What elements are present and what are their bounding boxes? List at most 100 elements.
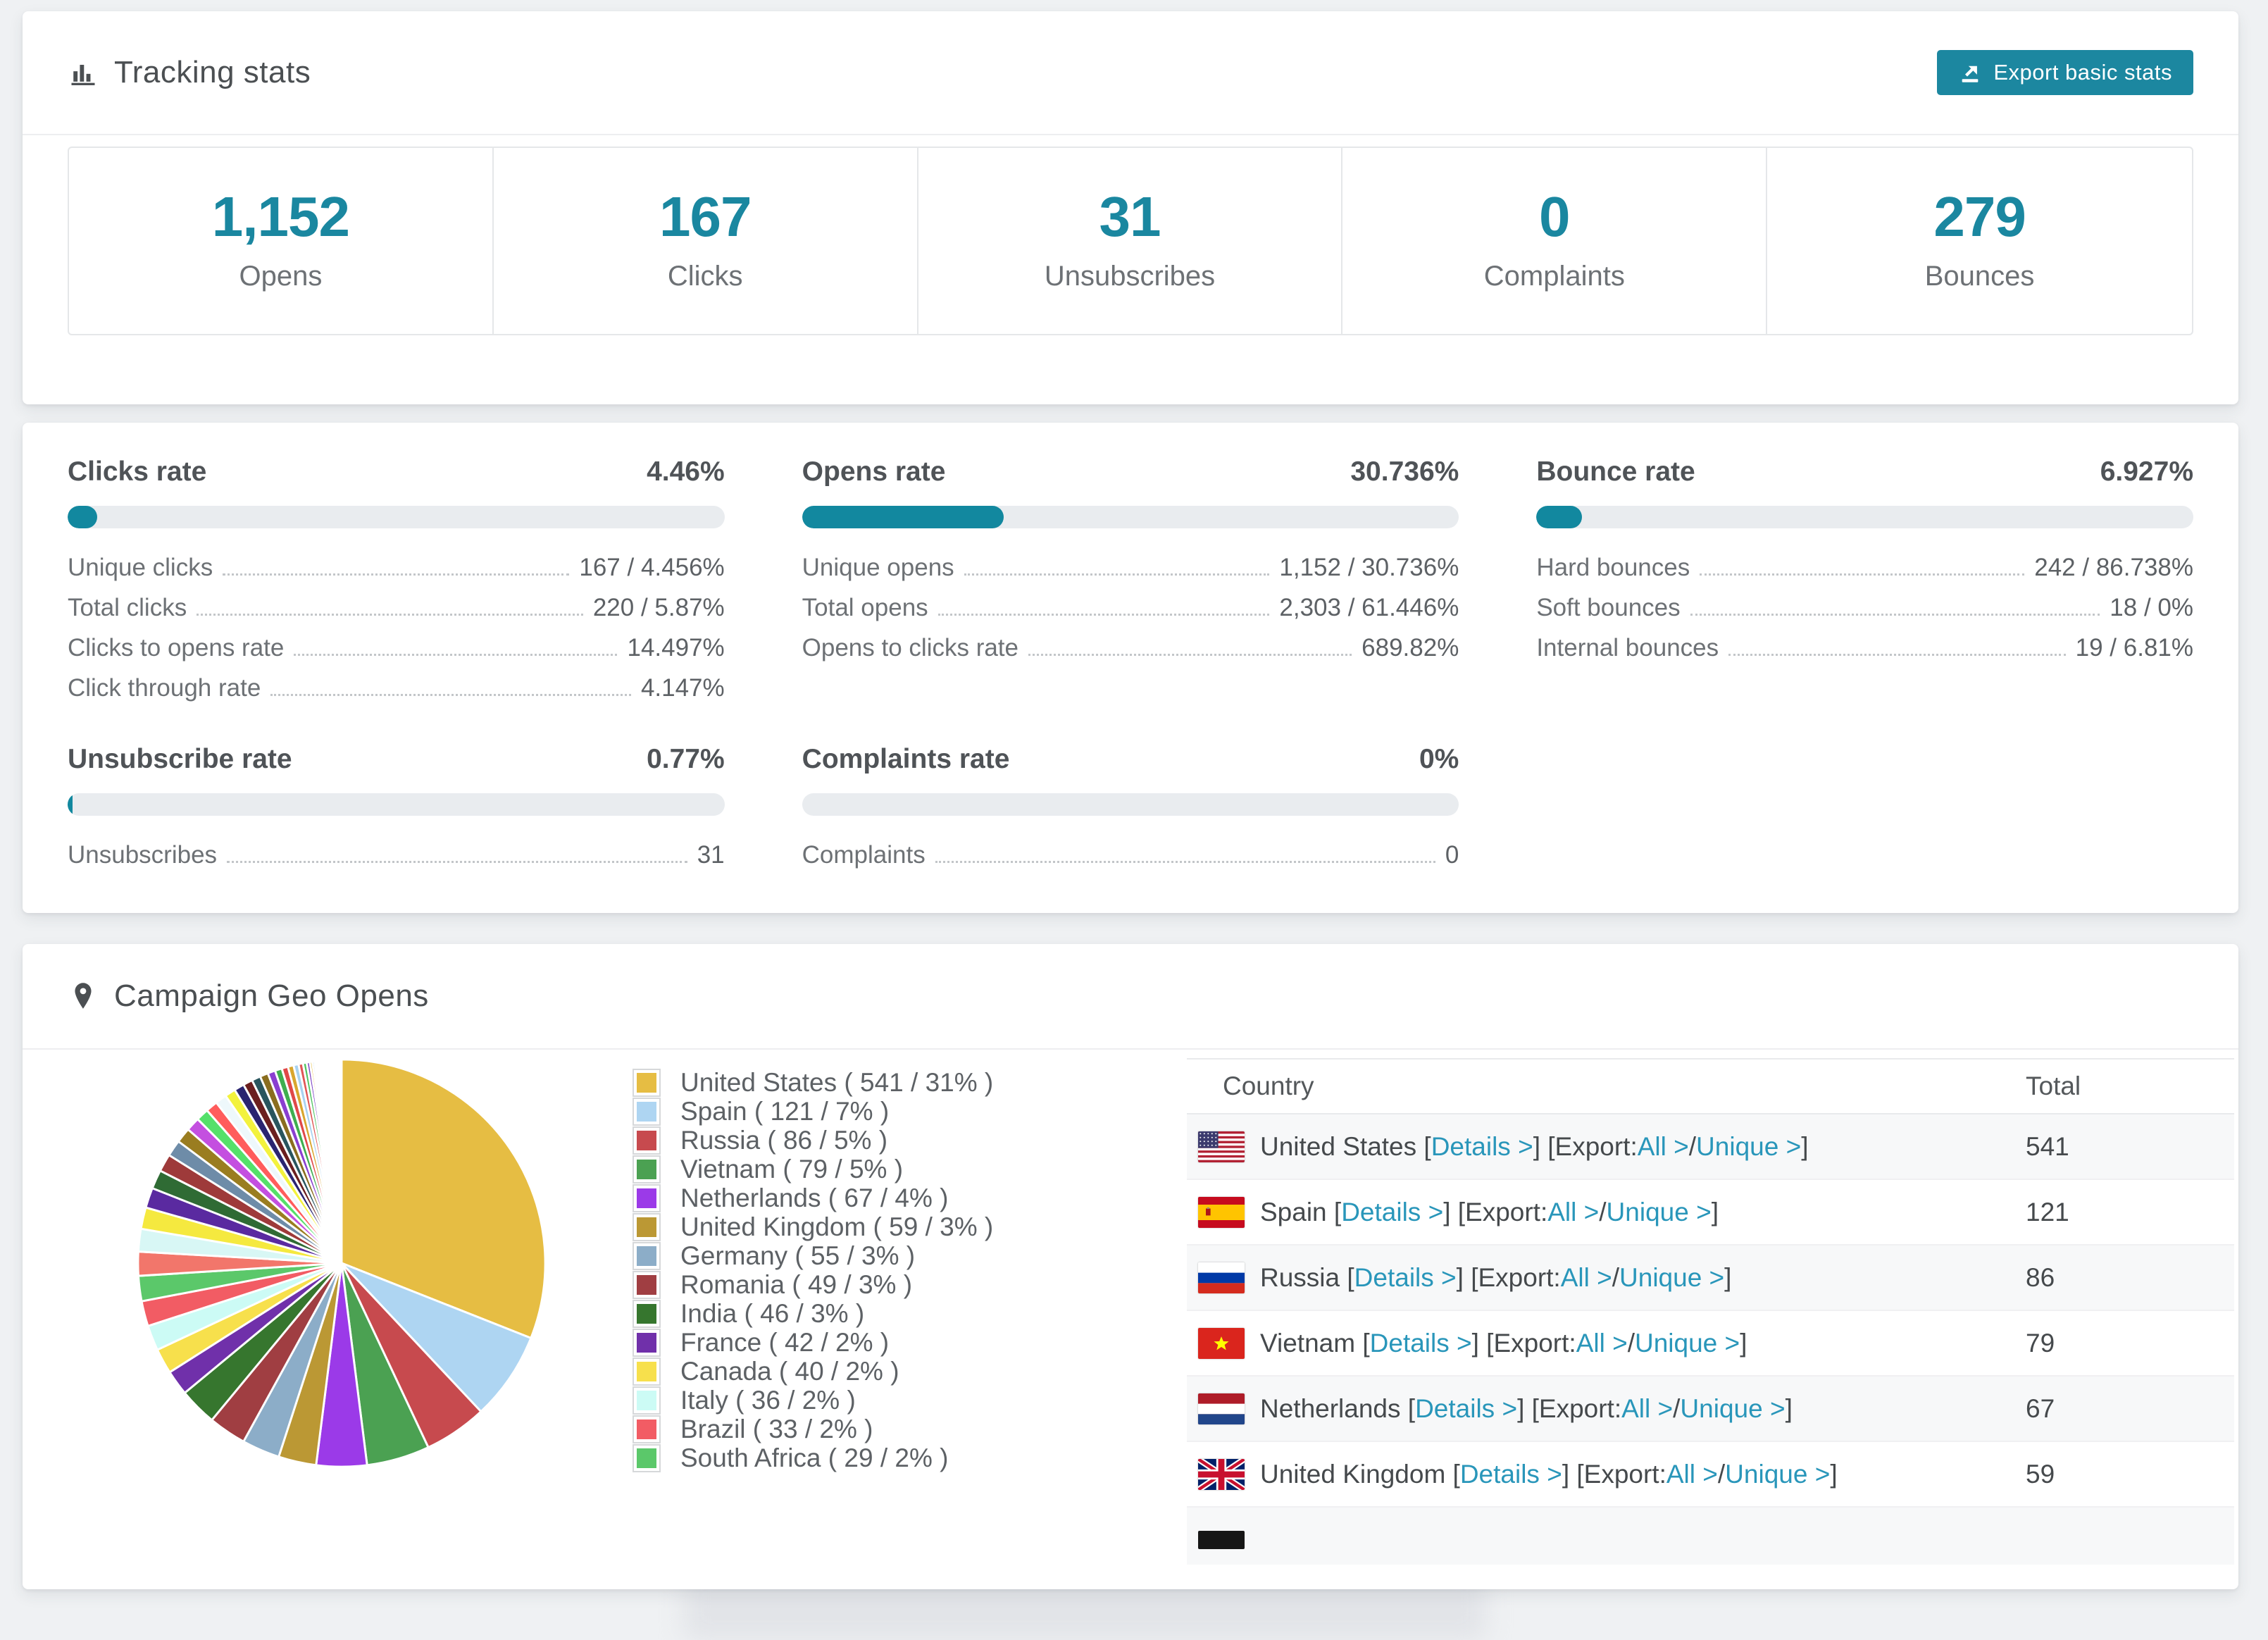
- details-link[interactable]: Details >: [1341, 1197, 1444, 1226]
- legend-color-chip: [633, 1241, 661, 1270]
- dotted-leader: [937, 614, 1270, 616]
- export-unique-link[interactable]: Unique >: [1696, 1131, 1802, 1161]
- country-cell: Vietnam [Details >] [Export: All > / Uni…: [1187, 1327, 2026, 1359]
- country-name: Spain: [1260, 1197, 1327, 1226]
- rate-value: 6.927%: [2100, 456, 2193, 487]
- country-cell: [1187, 1530, 2026, 1549]
- rate-row-value: 0: [1445, 841, 1459, 869]
- legend-color-chip: [633, 1184, 661, 1212]
- legend-color-chip: [633, 1386, 661, 1415]
- rate-row-label: Click through rate: [68, 674, 261, 702]
- legend-color-chip: [633, 1328, 661, 1357]
- total-cell: 541: [2026, 1131, 2069, 1161]
- flag-icon-ru: [1198, 1262, 1245, 1293]
- flag-icon-nl: [1198, 1393, 1245, 1424]
- pie-slice-spain[interactable]: [340, 1262, 532, 1413]
- legend-item: Spain ( 121 / 7% ): [633, 1097, 1027, 1126]
- rate-row: Unsubscribes 31: [68, 843, 725, 868]
- rate-row-label: Unsubscribes: [68, 841, 218, 869]
- export-all-link[interactable]: All >: [1637, 1131, 1689, 1161]
- rate-section-header: Complaints rate 0%: [802, 744, 1459, 775]
- rate-row-value: 4.147%: [640, 674, 725, 702]
- export-all-link[interactable]: All >: [1560, 1262, 1612, 1292]
- total-cell: 121: [2026, 1197, 2069, 1226]
- legend-item: South Africa ( 29 / 2% ): [633, 1443, 1027, 1472]
- details-link[interactable]: Details >: [1459, 1459, 1562, 1489]
- rate-section-clicks-rate: Clicks rate 4.46% Unique clicks 167 / 4.456…: [68, 456, 725, 716]
- country-name: United States: [1260, 1131, 1417, 1161]
- page-title: Tracking stats: [114, 55, 311, 89]
- rate-row: Total clicks 220 / 5.87%: [68, 595, 725, 621]
- rate-title: Bounce rate: [1536, 456, 1695, 487]
- rate-progress-fill: [802, 506, 1004, 528]
- country-name: Netherlands: [1260, 1393, 1401, 1423]
- legend-label: South Africa ( 29 / 2% ): [680, 1443, 949, 1472]
- rate-row-label: Hard bounces: [1536, 554, 1690, 581]
- export-unique-link[interactable]: Unique >: [1680, 1393, 1786, 1423]
- details-link[interactable]: Details >: [1369, 1328, 1472, 1358]
- rate-progress-track: [68, 506, 725, 528]
- geo-pie-legend: United States ( 541 / 31% ) Spain ( 121 /…: [633, 1068, 1027, 1472]
- export-all-link[interactable]: All >: [1547, 1197, 1600, 1226]
- rate-row-value: 242 / 86.738%: [2034, 554, 2193, 581]
- geo-table-row: Russia [Details >] [Export: All > / Uniq…: [1187, 1245, 2234, 1311]
- legend-label: United States ( 541 / 31% ): [680, 1067, 994, 1097]
- dotted-leader: [935, 861, 1435, 863]
- geo-content: United States ( 541 / 31% ) Spain ( 121 /…: [23, 1050, 2238, 1588]
- rate-row-label: Unique opens: [802, 554, 954, 581]
- stat-clicks: 167 Clicks: [494, 148, 918, 334]
- legend-item: Russia ( 86 / 5% ): [633, 1126, 1027, 1155]
- pie-slice-other[interactable]: [327, 1058, 343, 1264]
- dotted-leader: [964, 573, 1270, 576]
- legend-item: Italy ( 36 / 2% ): [633, 1386, 1027, 1415]
- rate-row: Soft bounces 18 / 0%: [1536, 595, 2193, 621]
- legend-label: India ( 46 / 3% ): [680, 1298, 865, 1328]
- geo-table-header: Country Total: [1187, 1058, 2234, 1114]
- legend-label: Romania ( 49 / 3% ): [680, 1269, 913, 1299]
- export-unique-link[interactable]: Unique >: [1619, 1262, 1725, 1292]
- geo-section-title: Campaign Geo Opens: [114, 979, 429, 1013]
- legend-item: United Kingdom ( 59 / 3% ): [633, 1212, 1027, 1241]
- geo-pie-chart[interactable]: [134, 1055, 549, 1471]
- country-cell: United Kingdom [Details >] [Export: All …: [1187, 1458, 2026, 1490]
- dotted-leader: [1690, 614, 2100, 616]
- export-unique-link[interactable]: Unique >: [1725, 1459, 1831, 1489]
- stat-value: 167: [659, 185, 752, 248]
- details-link[interactable]: Details >: [1415, 1393, 1518, 1423]
- details-link[interactable]: Details >: [1431, 1131, 1533, 1161]
- legend-item: Canada ( 40 / 2% ): [633, 1357, 1027, 1386]
- pie-slice-united-states[interactable]: [340, 1058, 547, 1340]
- export-button-label: Export basic stats: [1993, 60, 2172, 85]
- export-all-link[interactable]: All >: [1666, 1459, 1718, 1489]
- stat-bounces: 279 Bounces: [1767, 148, 2192, 334]
- geo-country-table: Country Total United States [Details >] …: [1187, 1058, 2234, 1565]
- legend-color-chip: [633, 1212, 661, 1241]
- legend-label: Italy ( 36 / 2% ): [680, 1385, 856, 1415]
- rate-row-value: 19 / 6.81%: [2075, 634, 2193, 661]
- export-all-link[interactable]: All >: [1576, 1328, 1628, 1358]
- export-unique-link[interactable]: Unique >: [1606, 1197, 1712, 1226]
- geo-table-row: [1187, 1508, 2234, 1565]
- stat-value: 0: [1539, 185, 1570, 248]
- rate-row-label: Unique clicks: [68, 554, 213, 581]
- rate-row-value: 1,152 / 30.736%: [1279, 554, 1459, 581]
- export-basic-stats-button[interactable]: Export basic stats: [1937, 50, 2193, 95]
- stat-label: Clicks: [667, 261, 743, 292]
- dotted-leader: [223, 573, 570, 576]
- details-link[interactable]: Details >: [1354, 1262, 1457, 1292]
- rate-section-header: Opens rate 30.736%: [802, 456, 1459, 487]
- legend-color-chip: [633, 1357, 661, 1386]
- total-cell: 67: [2026, 1393, 2055, 1423]
- stat-label: Complaints: [1483, 261, 1625, 292]
- rate-progress-track: [802, 793, 1459, 816]
- rate-value: 0.77%: [647, 744, 725, 774]
- export-unique-link[interactable]: Unique >: [1634, 1328, 1740, 1358]
- country-name: United Kingdom: [1260, 1459, 1446, 1489]
- legend-label: United Kingdom ( 59 / 3% ): [680, 1212, 994, 1241]
- rate-title: Unsubscribe rate: [68, 744, 292, 774]
- rate-row: Opens to clicks rate 689.82%: [802, 635, 1459, 661]
- rates-card: Clicks rate 4.46% Unique clicks 167 / 4.456…: [23, 423, 2238, 913]
- total-column-header: Total: [2026, 1071, 2081, 1100]
- export-all-link[interactable]: All >: [1621, 1393, 1674, 1423]
- stat-value: 279: [1933, 185, 2026, 248]
